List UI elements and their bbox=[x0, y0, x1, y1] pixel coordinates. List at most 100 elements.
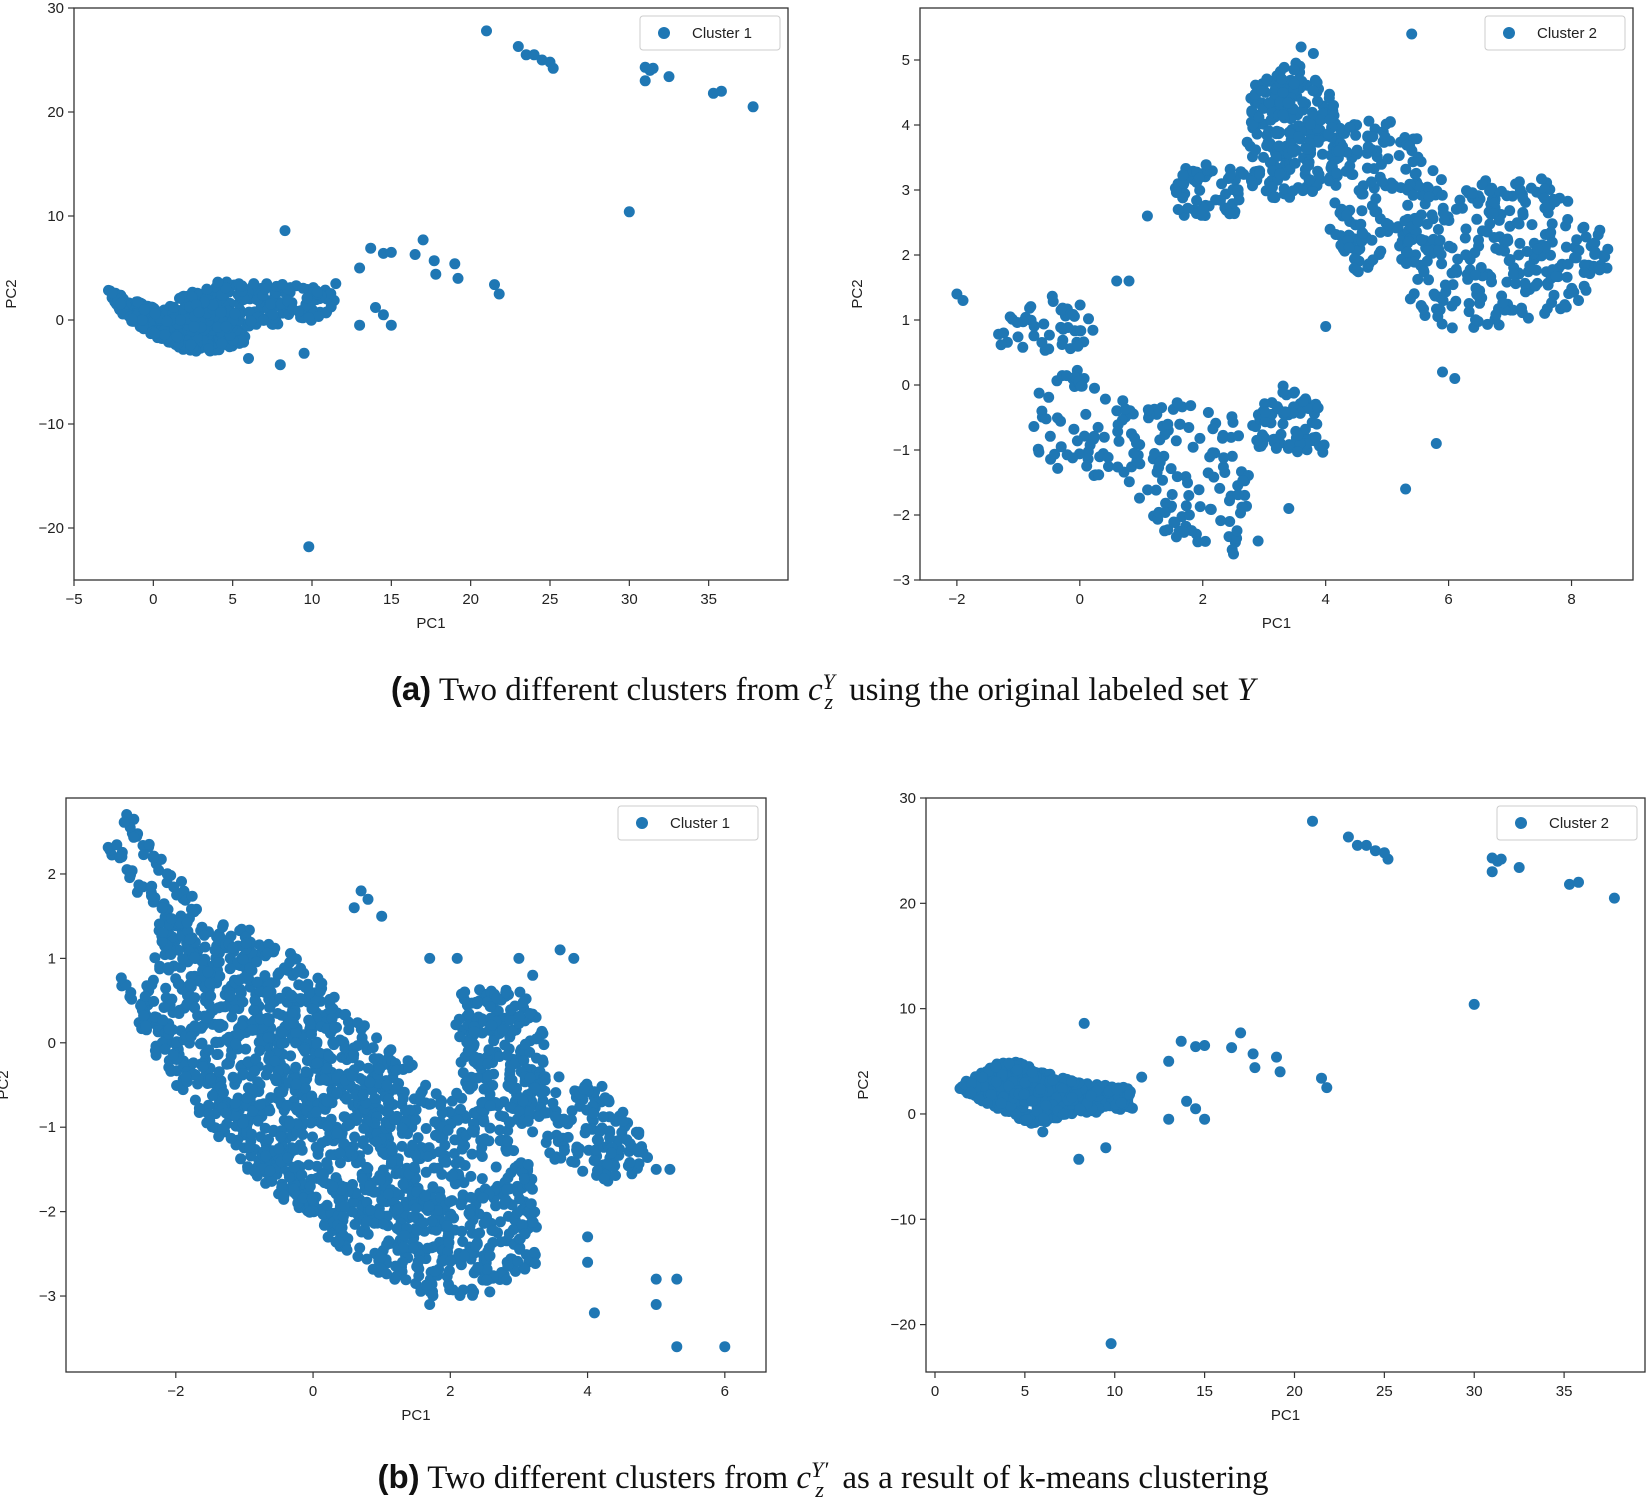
data-point bbox=[1312, 402, 1324, 414]
data-point bbox=[290, 1061, 302, 1073]
data-point bbox=[1273, 140, 1285, 152]
data-point bbox=[336, 1184, 348, 1196]
data-point bbox=[1019, 1077, 1031, 1089]
data-point bbox=[321, 1120, 333, 1132]
data-point bbox=[245, 315, 257, 327]
data-point bbox=[1305, 118, 1316, 130]
data-point bbox=[371, 1136, 383, 1148]
data-point bbox=[261, 986, 273, 998]
data-point bbox=[1080, 408, 1092, 420]
legend-box bbox=[639, 15, 781, 51]
data-point bbox=[664, 1163, 676, 1175]
data-point bbox=[998, 327, 1010, 339]
data-point bbox=[1577, 222, 1589, 234]
data-point bbox=[1083, 313, 1094, 325]
data-point bbox=[417, 234, 429, 246]
data-point bbox=[1578, 267, 1590, 278]
data-point bbox=[1321, 1082, 1333, 1094]
data-point bbox=[1481, 226, 1493, 238]
data-point bbox=[1194, 432, 1206, 444]
caption-b-text-2: as a result of k-means clustering bbox=[834, 1460, 1269, 1496]
data-point bbox=[138, 1010, 150, 1022]
data-point bbox=[524, 1008, 536, 1019]
data-point bbox=[450, 1019, 462, 1031]
data-point bbox=[647, 62, 659, 74]
data-point bbox=[390, 1260, 401, 1272]
data-point bbox=[355, 885, 367, 897]
data-point bbox=[279, 225, 291, 237]
legend-marker bbox=[1515, 817, 1527, 829]
data-point bbox=[312, 1143, 324, 1155]
x-tick-label: 0 bbox=[931, 1383, 939, 1400]
data-point bbox=[528, 1246, 540, 1258]
data-point bbox=[1283, 439, 1295, 451]
data-point bbox=[193, 306, 205, 318]
data-point bbox=[1037, 1126, 1049, 1138]
data-point bbox=[1075, 325, 1087, 337]
data-point bbox=[1341, 146, 1353, 158]
data-point bbox=[362, 893, 374, 905]
data-point bbox=[1344, 160, 1356, 172]
data-point bbox=[1367, 254, 1379, 266]
data-point bbox=[1134, 492, 1145, 504]
y-tick-label: 1 bbox=[48, 950, 56, 967]
data-point bbox=[467, 1289, 478, 1301]
data-point bbox=[1435, 174, 1447, 186]
data-point bbox=[197, 1061, 209, 1073]
data-point bbox=[156, 902, 168, 914]
data-point bbox=[375, 1251, 387, 1263]
caption-a-math: c bbox=[807, 672, 823, 708]
data-point bbox=[147, 852, 159, 864]
data-point bbox=[243, 306, 255, 318]
data-point bbox=[1318, 439, 1330, 451]
data-point bbox=[451, 1087, 463, 1099]
data-point bbox=[1174, 418, 1186, 430]
data-point bbox=[400, 1105, 411, 1117]
data-point bbox=[1017, 341, 1029, 353]
data-point bbox=[504, 1014, 516, 1026]
data-point bbox=[288, 1017, 299, 1029]
data-point bbox=[1333, 145, 1345, 157]
data-point bbox=[435, 1192, 446, 1204]
data-point bbox=[442, 1246, 454, 1258]
data-point bbox=[1580, 231, 1592, 243]
data-point bbox=[624, 1157, 636, 1168]
data-point bbox=[1067, 309, 1079, 320]
data-point bbox=[1287, 145, 1299, 156]
x-tick-label: 25 bbox=[1376, 1383, 1393, 1400]
data-point bbox=[1602, 243, 1614, 255]
data-point bbox=[266, 1175, 278, 1187]
data-point bbox=[420, 1279, 432, 1291]
data-point bbox=[429, 1116, 441, 1128]
data-point bbox=[162, 962, 174, 974]
data-point bbox=[140, 1020, 152, 1032]
y-axis-label: PC2 bbox=[849, 279, 866, 308]
data-point bbox=[424, 1299, 436, 1310]
data-point bbox=[462, 1045, 474, 1057]
data-point bbox=[524, 1106, 535, 1118]
data-point bbox=[465, 1191, 477, 1203]
data-point bbox=[423, 1200, 435, 1212]
caption-a-math-sub: z bbox=[824, 689, 834, 715]
data-point bbox=[186, 890, 198, 902]
data-point bbox=[650, 1273, 662, 1285]
y-tick-label: −2 bbox=[893, 507, 910, 524]
data-point bbox=[229, 1110, 241, 1122]
data-point bbox=[1404, 140, 1416, 152]
data-point bbox=[445, 1255, 456, 1267]
data-point bbox=[284, 1118, 296, 1130]
data-point bbox=[457, 1236, 469, 1247]
data-point bbox=[1562, 214, 1574, 225]
data-point bbox=[479, 1133, 491, 1145]
data-point bbox=[274, 359, 286, 371]
data-point bbox=[1382, 853, 1394, 865]
data-point bbox=[747, 101, 759, 113]
data-point bbox=[1317, 148, 1328, 160]
data-point bbox=[385, 1044, 397, 1056]
data-point bbox=[163, 1023, 175, 1035]
data-point bbox=[411, 1186, 423, 1198]
data-point bbox=[1351, 265, 1363, 276]
y-tick-label: 5 bbox=[902, 52, 910, 69]
legend-marker bbox=[1503, 27, 1515, 39]
data-point bbox=[1303, 159, 1315, 171]
